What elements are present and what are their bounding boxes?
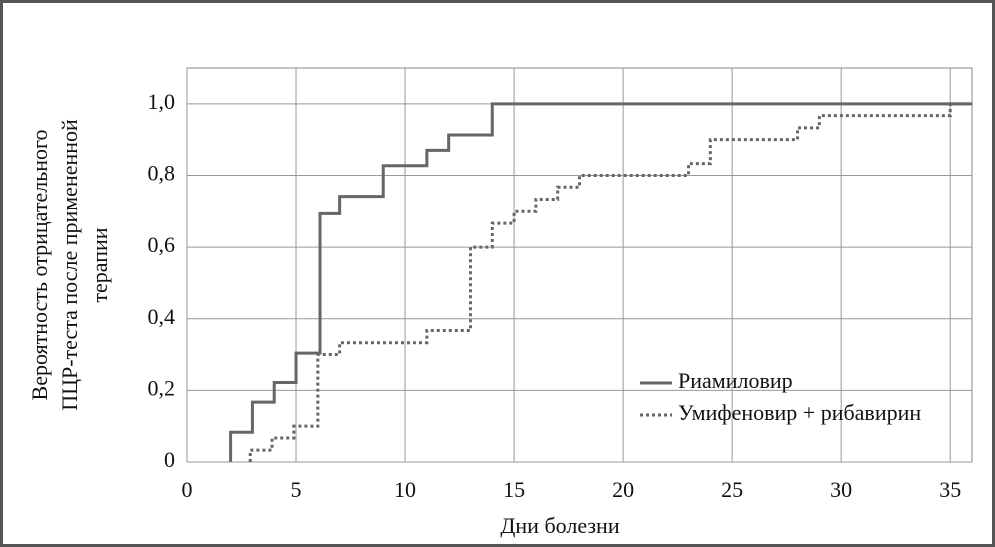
legend-label: Риамиловир (678, 368, 793, 393)
x-tick-label: 5 (291, 477, 302, 502)
y-axis-title: ПЦР-теста после примененной (57, 119, 82, 411)
y-axis-title: терапии (87, 227, 112, 302)
y-tick-label: 0,2 (148, 375, 176, 400)
y-tick-label: 0,6 (148, 232, 176, 257)
x-tick-label: 0 (182, 477, 193, 502)
y-axis-title: Вероятность отрицательного (27, 130, 52, 401)
y-tick-label: 0 (164, 447, 175, 472)
x-tick-label: 30 (830, 477, 852, 502)
y-tick-label: 0,4 (148, 304, 176, 329)
x-tick-label: 20 (612, 477, 634, 502)
x-tick-label: 25 (721, 477, 743, 502)
y-tick-label: 0,8 (148, 161, 176, 186)
x-tick-label: 10 (394, 477, 416, 502)
step-line (229, 102, 972, 462)
legend-label: Умифеновир + рибавирин (678, 400, 921, 425)
x-tick-label: 15 (503, 477, 525, 502)
y-tick-label: 1,0 (148, 89, 176, 114)
x-tick-label: 35 (939, 477, 961, 502)
x-axis-title: Дни болезни (500, 513, 619, 538)
